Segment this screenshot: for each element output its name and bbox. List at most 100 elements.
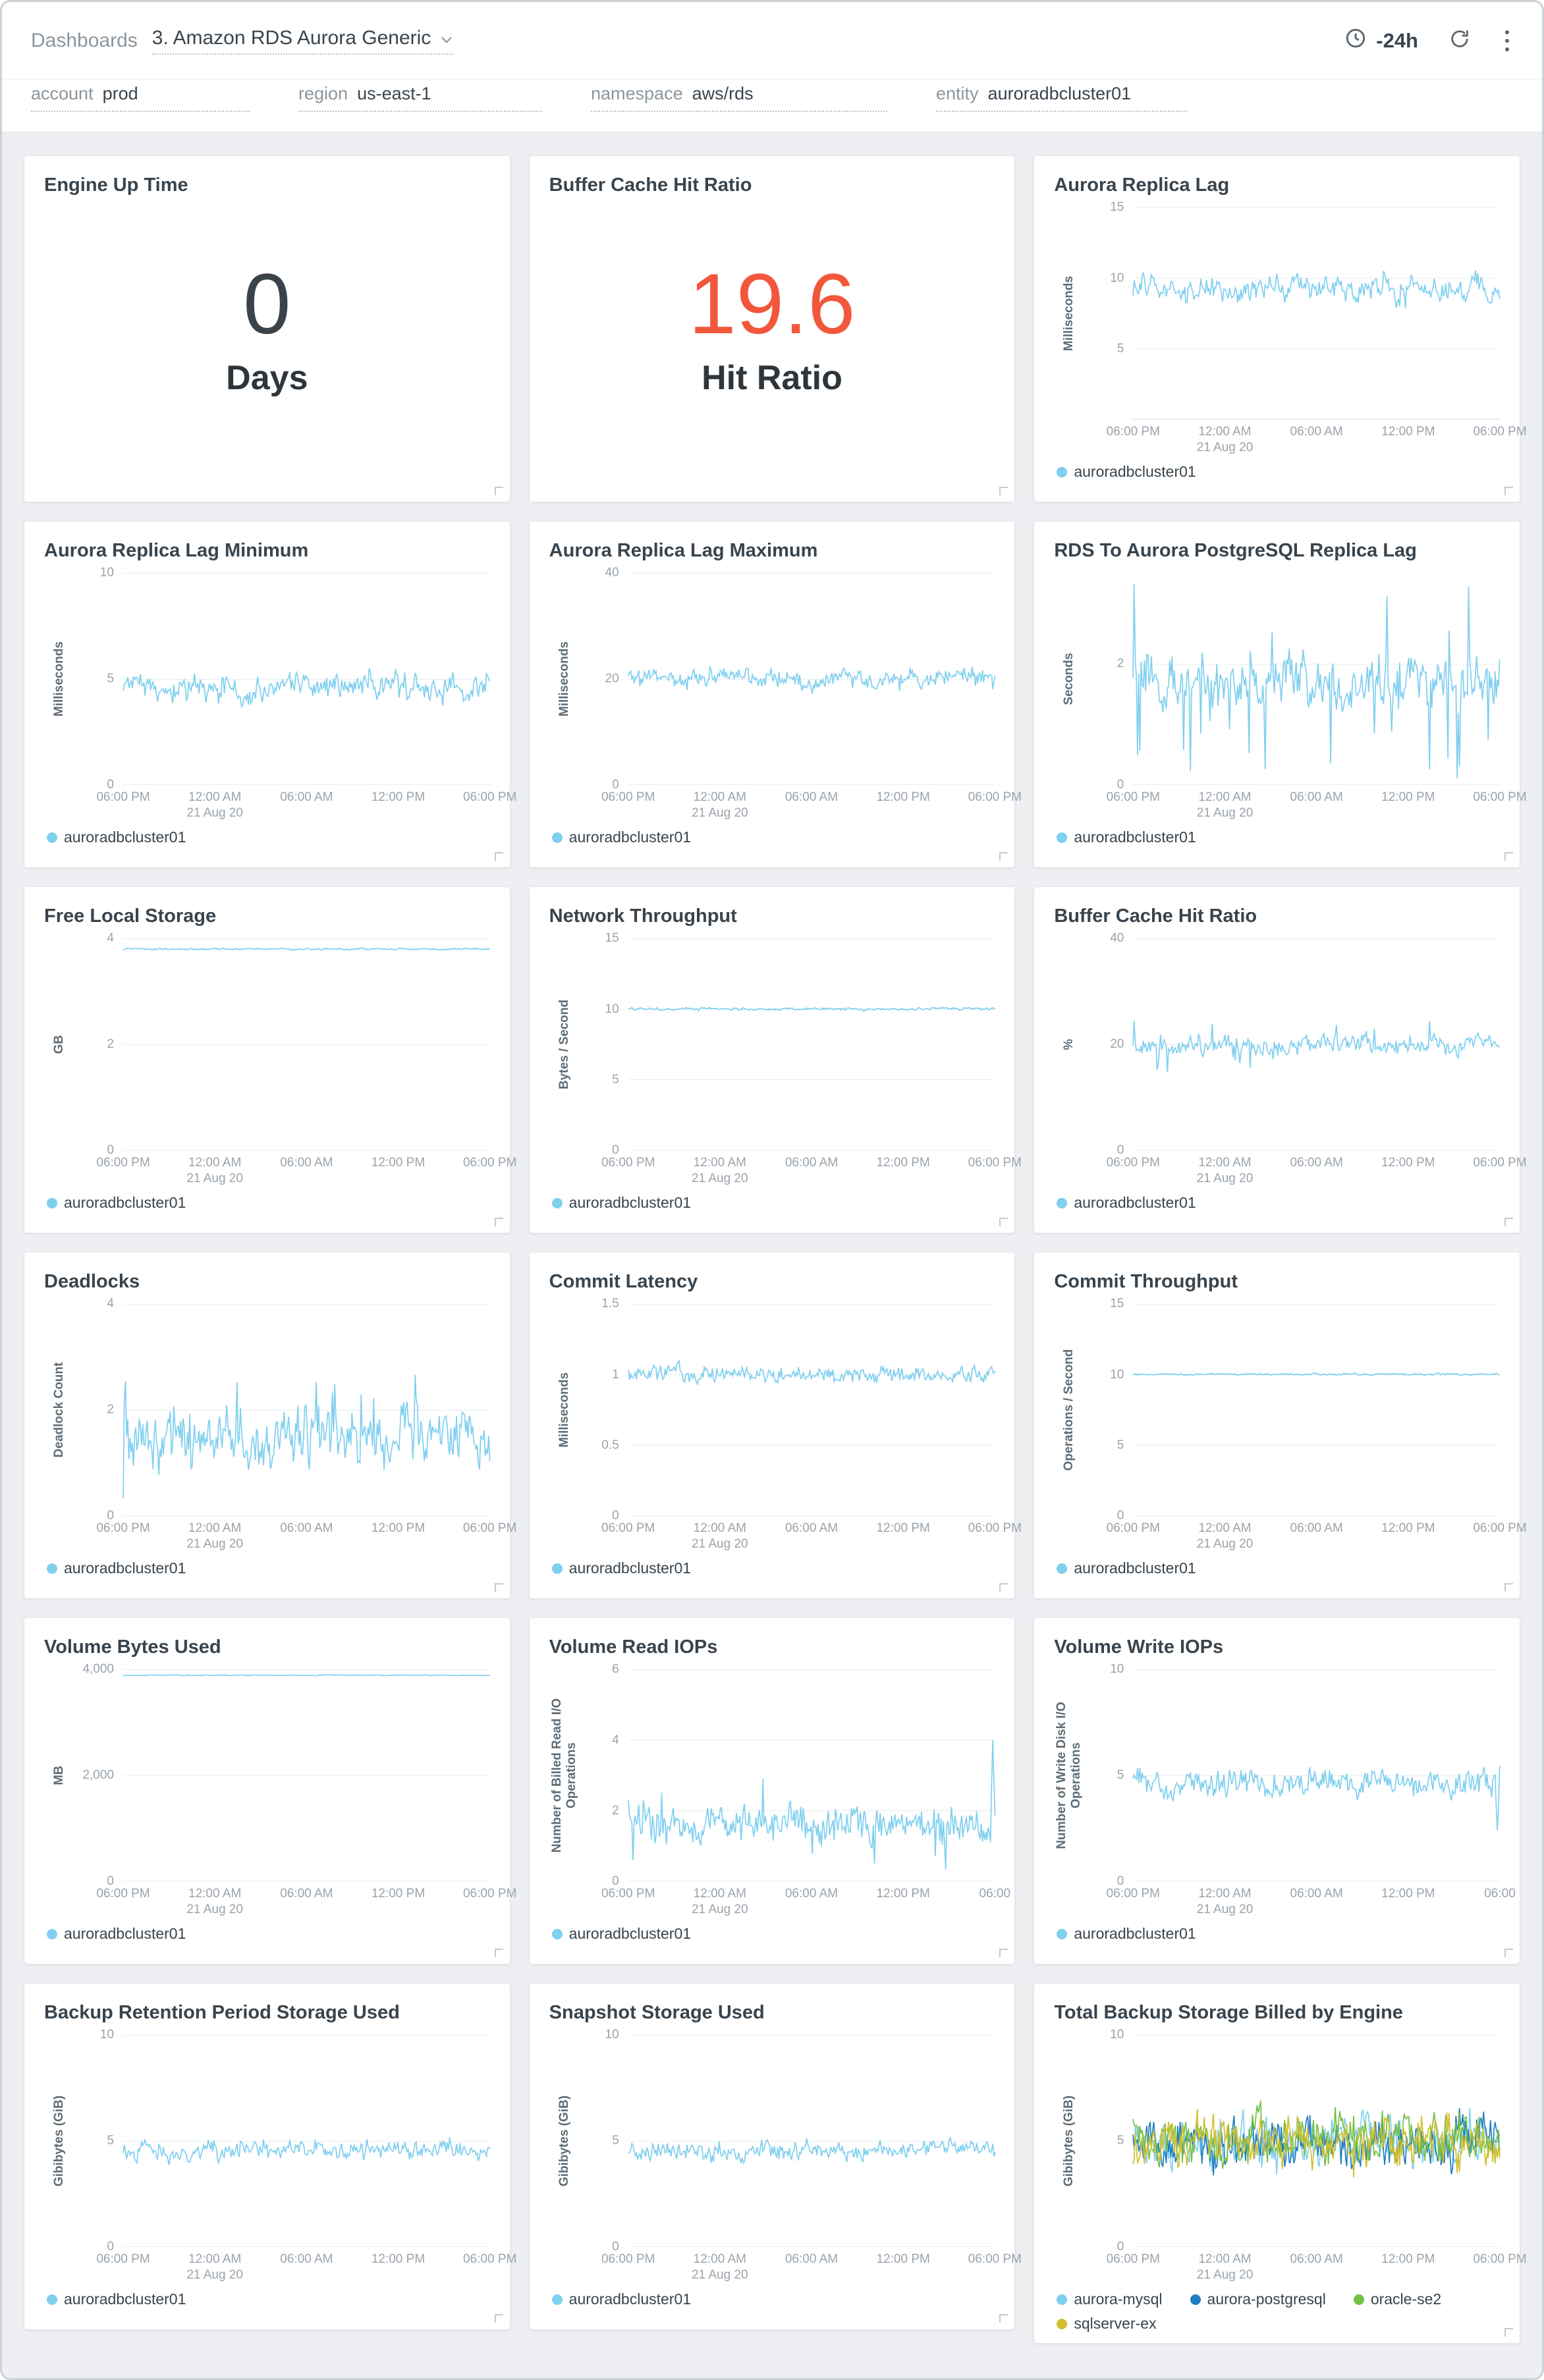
resize-handle[interactable] <box>999 2314 1008 2323</box>
panel-title: Deadlocks <box>44 1271 140 1292</box>
legend-item[interactable]: aurora-postgresql <box>1190 2290 1326 2308</box>
panel-engine-up-time[interactable]: Engine Up Time 0 Days <box>24 156 510 502</box>
legend-item[interactable]: auroradbcluster01 <box>551 1194 691 1212</box>
y-tick-label: 1 <box>612 1367 619 1382</box>
gridline <box>1133 348 1500 350</box>
chart-plot[interactable] <box>123 2035 490 2248</box>
gridline <box>123 784 490 786</box>
filter-account[interactable]: account prod <box>31 84 250 112</box>
legend-item[interactable]: auroradbcluster01 <box>1057 1194 1196 1212</box>
panel-volume-bytes-used[interactable]: Volume Bytes Used MB 0 2,000 4,000 06:00 PM 12… <box>24 1618 516 1964</box>
y-axis-label: Operations / Second <box>1062 1349 1076 1471</box>
resize-handle[interactable] <box>1504 2328 1513 2337</box>
resize-handle[interactable] <box>999 487 1008 495</box>
legend-item[interactable]: auroradbcluster01 <box>551 828 691 846</box>
resize-handle[interactable] <box>494 1218 503 1226</box>
panel-backup-retention-period-storage-used[interactable]: Backup Retention Period Storage Used Gibi… <box>24 1984 516 2329</box>
filter-entity[interactable]: entity auroradbcluster01 <box>936 84 1188 112</box>
gridline <box>628 2035 995 2036</box>
chart-plot[interactable] <box>628 1304 995 1517</box>
resize-handle[interactable] <box>999 1949 1008 1957</box>
panel-commit-throughput[interactable]: Commit Throughput Operations / Second 0 5 10… <box>1034 1253 1527 1598</box>
legend-item[interactable]: sqlserver-ex <box>1057 2315 1157 2333</box>
panel-free-local-storage[interactable]: Free Local Storage GB 0 2 4 06:00 PM 12:00 AM 0… <box>24 887 516 1233</box>
resize-handle[interactable] <box>494 852 503 861</box>
resize-handle[interactable] <box>494 487 503 495</box>
legend-item[interactable]: auroradbcluster01 <box>551 2290 691 2308</box>
panel-volume-write-iops[interactable]: Volume Write IOPs Number of Write Disk I/… <box>1034 1618 1520 1964</box>
legend-item[interactable]: auroradbcluster01 <box>1057 1925 1196 1943</box>
legend-item[interactable]: oracle-se2 <box>1353 2290 1442 2308</box>
resize-handle[interactable] <box>494 1583 503 1592</box>
gridline <box>1133 938 1500 940</box>
chart-plot[interactable] <box>1133 938 1500 1151</box>
legend-item[interactable]: auroradbcluster01 <box>47 1194 186 1212</box>
chart-plot[interactable] <box>1133 573 1500 786</box>
legend-item[interactable]: auroradbcluster01 <box>551 1559 691 1577</box>
kebab-menu-icon[interactable] <box>1501 26 1513 55</box>
dashboard-title-dropdown[interactable]: 3. Amazon RDS Aurora Generic <box>152 27 454 55</box>
x-tick-label: 06:00 AM <box>1290 790 1343 805</box>
chart-plot[interactable] <box>123 1304 490 1517</box>
y-tick-label: 4 <box>107 1297 114 1311</box>
legend-item[interactable]: auroradbcluster01 <box>1057 1559 1196 1577</box>
legend-item[interactable]: auroradbcluster01 <box>1057 463 1196 481</box>
resize-handle[interactable] <box>1504 1218 1513 1226</box>
chart-legend: auroradbcluster01 <box>1054 1194 1500 1212</box>
panel-total-backup-storage-billed-by-engine[interactable]: Total Backup Storage Billed by Engine Gib… <box>1034 1984 1527 2344</box>
resize-handle[interactable] <box>1504 1949 1513 1957</box>
legend-series-name: oracle-se2 <box>1370 2290 1442 2308</box>
panel-buffer-cache-hit-ratio[interactable]: Buffer Cache Hit Ratio% 0 20 40 06:00 PM 12:0… <box>1034 887 1527 1233</box>
refresh-button[interactable] <box>1448 28 1471 53</box>
panel-snapshot-storage-used[interactable]: Snapshot Storage Used Gibibytes (GiB) 0 5 10… <box>529 1984 1022 2329</box>
legend-item[interactable]: auroradbcluster01 <box>47 1559 186 1577</box>
chart-plot[interactable] <box>123 938 490 1151</box>
time-range-button[interactable]: -24h <box>1344 27 1418 55</box>
resize-handle[interactable] <box>1504 852 1513 861</box>
resize-handle[interactable] <box>1504 1583 1513 1592</box>
resize-handle[interactable] <box>999 852 1008 861</box>
legend-item[interactable]: auroradbcluster01 <box>551 1925 691 1943</box>
resize-handle[interactable] <box>999 1218 1008 1226</box>
line-chart-svg <box>628 573 995 784</box>
resize-handle[interactable] <box>1504 487 1513 495</box>
chart-plot[interactable] <box>123 1669 490 1882</box>
panel-commit-latency[interactable]: Commit Latency Milliseconds 0 0.5 1 1.5 06:00 … <box>529 1253 1022 1598</box>
legend-item[interactable]: auroradbcluster01 <box>1057 828 1196 846</box>
breadcrumb[interactable]: Dashboards <box>31 29 138 51</box>
chart-plot[interactable] <box>628 2035 995 2248</box>
line-chart-svg <box>123 2035 490 2246</box>
legend-item[interactable]: auroradbcluster01 <box>47 828 186 846</box>
legend-item[interactable]: auroradbcluster01 <box>47 1925 186 1943</box>
chart-plot[interactable] <box>628 938 995 1151</box>
panel-aurora-replica-lag-minimum[interactable]: Aurora Replica Lag Minimum Milliseconds 0 5… <box>24 522 516 867</box>
x-tick-label: 06:00 PM <box>96 2252 150 2267</box>
filter-region[interactable]: region us-east-1 <box>298 84 542 112</box>
resize-handle[interactable] <box>494 2314 503 2323</box>
chart-plot[interactable] <box>628 1669 995 1882</box>
panel-aurora-replica-lag[interactable]: Aurora Replica Lag Milliseconds 5 10 15 06:00… <box>1034 156 1527 502</box>
chart-plot[interactable] <box>1133 2035 1500 2248</box>
chart-plot[interactable] <box>628 573 995 786</box>
resize-handle[interactable] <box>494 1949 503 1957</box>
panel-aurora-replica-lag-maximum[interactable]: Aurora Replica Lag Maximum Milliseconds 0 2… <box>529 522 1022 867</box>
filter-namespace[interactable]: namespace aws/rds <box>591 84 887 112</box>
resize-handle[interactable] <box>999 1583 1008 1592</box>
panel-network-throughput[interactable]: Network Throughput Bytes / Second 0 5 10 15 06… <box>529 887 1022 1233</box>
panel-buffer-cache-hit-ratio[interactable]: Buffer Cache Hit Ratio 19.6 Hit Ratio <box>529 156 1015 502</box>
legend-series-name: auroradbcluster01 <box>1074 1559 1196 1577</box>
chart-plot[interactable] <box>1133 1304 1500 1517</box>
legend-item[interactable]: aurora-mysql <box>1057 2290 1163 2308</box>
legend-item[interactable]: auroradbcluster01 <box>47 2290 186 2308</box>
panel-volume-read-iops[interactable]: Volume Read IOPs Number of Billed Read I/… <box>529 1618 1015 1964</box>
chart-plot[interactable] <box>123 573 490 786</box>
chart-plot[interactable] <box>1133 1669 1500 1882</box>
panel-title: Backup Retention Period Storage Used <box>44 2002 400 2023</box>
panel-rds-to-aurora-postgresql-replica-lag[interactable]: RDS To Aurora PostgreSQL Replica Lag Seco… <box>1034 522 1527 867</box>
chart-legend: auroradbcluster01 <box>1054 1559 1500 1577</box>
y-tick-label: 10 <box>1110 1662 1124 1677</box>
x-tick-label: 12:00 PM <box>371 790 426 805</box>
panel-deadlocks[interactable]: Deadlocks Deadlock Count 0 2 4 06:00 PM 12:00 … <box>24 1253 516 1598</box>
y-tick-label: 10 <box>1110 1367 1124 1382</box>
chart-plot[interactable] <box>1133 207 1500 420</box>
